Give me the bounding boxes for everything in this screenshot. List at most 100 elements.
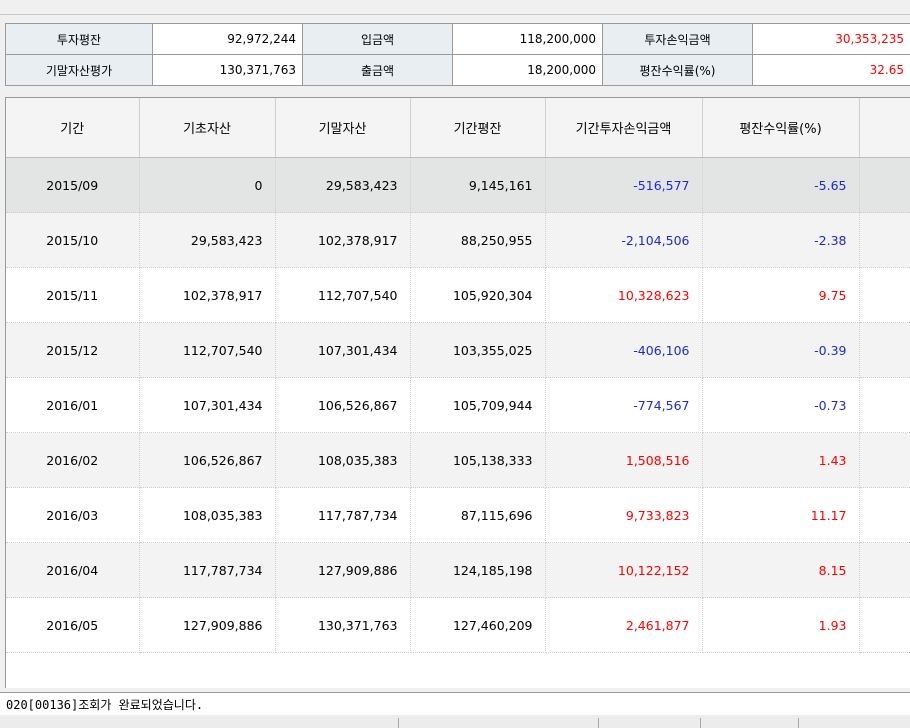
table-row[interactable]: 2015/09 0 29,583,423 9,145,161 -516,577 -5.65 — [6, 157, 910, 213]
header-period[interactable]: 기간 — [6, 98, 140, 158]
cell-period-pnl: -406,106 — [545, 322, 703, 378]
cell-period: 2016/01 — [6, 377, 140, 433]
cell-extra — [859, 157, 910, 213]
cell-period-average: 105,138,333 — [410, 432, 546, 488]
cell-period: 2016/03 — [6, 487, 140, 543]
cell-period-average: 105,920,304 — [410, 267, 546, 323]
summary-value-withdrawal: 18,200,000 — [452, 54, 603, 86]
cell-return-rate: 11.17 — [702, 487, 860, 543]
cell-return-rate: 8.15 — [702, 542, 860, 598]
cell-extra — [859, 432, 910, 488]
cell-extra — [859, 597, 910, 653]
cell-ending-assets: 112,707,540 — [275, 267, 411, 323]
status-bar: 020[00136]조회가 완료되었습니다. — [0, 692, 910, 716]
cell-ending-assets: 127,909,886 — [275, 542, 411, 598]
cell-beginning-assets: 107,301,434 — [139, 377, 276, 433]
summary-row-2: 기말자산평가 130,371,763 출금액 18,200,000 평잔수익률(… — [5, 54, 910, 86]
bottom-divider — [798, 718, 799, 728]
cell-extra — [859, 267, 910, 323]
header-beginning-assets[interactable]: 기초자산 — [139, 98, 276, 158]
cell-beginning-assets: 0 — [139, 157, 276, 213]
bottom-bar — [0, 715, 910, 728]
cell-return-rate: 9.75 — [702, 267, 860, 323]
table-row[interactable]: 2016/02 106,526,867 108,035,383 105,138,333… — [6, 432, 910, 488]
cell-period-average: 127,460,209 — [410, 597, 546, 653]
cell-period: 2016/05 — [6, 597, 140, 653]
cell-ending-assets: 108,035,383 — [275, 432, 411, 488]
cell-beginning-assets: 102,378,917 — [139, 267, 276, 323]
summary-label-ending-assets: 기말자산평가 — [5, 54, 153, 86]
summary-label-investment-pnl: 투자손익금액 — [602, 23, 753, 55]
cell-beginning-assets: 117,787,734 — [139, 542, 276, 598]
summary-label-deposit: 입금액 — [302, 23, 453, 55]
cell-period-average: 9,145,161 — [410, 157, 546, 213]
cell-period-average: 87,115,696 — [410, 487, 546, 543]
summary-label-withdrawal: 출금액 — [302, 54, 453, 86]
cell-ending-assets: 29,583,423 — [275, 157, 411, 213]
cell-ending-assets: 117,787,734 — [275, 487, 411, 543]
header-period-average[interactable]: 기간평잔 — [410, 98, 546, 158]
cell-extra — [859, 322, 910, 378]
cell-return-rate: 1.93 — [702, 597, 860, 653]
summary-value-avg-investment: 92,972,244 — [152, 23, 303, 55]
summary-value-deposit: 118,200,000 — [452, 23, 603, 55]
cell-period-pnl: -774,567 — [545, 377, 703, 433]
cell-period: 2015/11 — [6, 267, 140, 323]
table-row[interactable]: 2016/03 108,035,383 117,787,734 87,115,696 9… — [6, 487, 910, 543]
cell-period-pnl: -2,104,506 — [545, 212, 703, 268]
cell-beginning-assets: 106,526,867 — [139, 432, 276, 488]
cell-period: 2016/02 — [6, 432, 140, 488]
table-row[interactable]: 2015/11 102,378,917 112,707,540 105,920,304… — [6, 267, 910, 323]
cell-return-rate: -0.39 — [702, 322, 860, 378]
cell-ending-assets: 130,371,763 — [275, 597, 411, 653]
table-row[interactable]: 2016/01 107,301,434 106,526,867 105,709,944… — [6, 377, 910, 433]
table-row[interactable]: 2015/12 112,707,540 107,301,434 103,355,025… — [6, 322, 910, 378]
cell-period-pnl: -516,577 — [545, 157, 703, 213]
cell-period-average: 124,185,198 — [410, 542, 546, 598]
cell-beginning-assets: 29,583,423 — [139, 212, 276, 268]
summary-value-return-rate: 32.65 — [752, 54, 910, 86]
cell-period-average: 105,709,944 — [410, 377, 546, 433]
cell-extra — [859, 377, 910, 433]
cell-period-average: 88,250,955 — [410, 212, 546, 268]
summary-row-1: 투자평잔 92,972,244 입금액 118,200,000 투자손익금액 3… — [5, 23, 910, 55]
cell-ending-assets: 107,301,434 — [275, 322, 411, 378]
header-extra — [859, 98, 910, 158]
cell-period-pnl: 2,461,877 — [545, 597, 703, 653]
cell-period-average: 103,355,025 — [410, 322, 546, 378]
table-row[interactable]: 2015/10 29,583,423 102,378,917 88,250,955 -2… — [6, 212, 910, 268]
bottom-divider — [398, 718, 399, 728]
cell-return-rate: -0.73 — [702, 377, 860, 433]
cell-extra — [859, 212, 910, 268]
cell-ending-assets: 106,526,867 — [275, 377, 411, 433]
period-grid[interactable]: 기간 기초자산 기말자산 기간평잔 기간투자손익금액 평잔수익률(%) 2015… — [5, 97, 910, 688]
cell-period: 2015/12 — [6, 322, 140, 378]
summary-value-investment-pnl: 30,353,235 — [752, 23, 910, 55]
cell-ending-assets: 102,378,917 — [275, 212, 411, 268]
top-strip — [0, 0, 910, 15]
cell-extra — [859, 542, 910, 598]
bottom-divider — [598, 718, 599, 728]
table-row[interactable]: 2016/04 117,787,734 127,909,886 124,185,198… — [6, 542, 910, 598]
header-return-rate[interactable]: 평잔수익률(%) — [702, 98, 860, 158]
cell-extra — [859, 487, 910, 543]
summary-label-avg-investment: 투자평잔 — [5, 23, 153, 55]
bottom-divider — [700, 718, 701, 728]
header-period-pnl[interactable]: 기간투자손익금액 — [545, 98, 703, 158]
cell-return-rate: 1.43 — [702, 432, 860, 488]
cell-period-pnl: 1,508,516 — [545, 432, 703, 488]
cell-period-pnl: 10,328,623 — [545, 267, 703, 323]
cell-period: 2016/04 — [6, 542, 140, 598]
cell-period: 2015/09 — [6, 157, 140, 213]
cell-period-pnl: 10,122,152 — [545, 542, 703, 598]
cell-period: 2015/10 — [6, 212, 140, 268]
cell-period-pnl: 9,733,823 — [545, 487, 703, 543]
cell-beginning-assets: 127,909,886 — [139, 597, 276, 653]
table-row[interactable]: 2016/05 127,909,886 130,371,763 127,460,209… — [6, 597, 910, 653]
status-message: 020[00136]조회가 완료되었습니다. — [6, 698, 204, 712]
cell-return-rate: -5.65 — [702, 157, 860, 213]
grid-header-row: 기간 기초자산 기말자산 기간평잔 기간투자손익금액 평잔수익률(%) — [6, 98, 910, 158]
cell-beginning-assets: 108,035,383 — [139, 487, 276, 543]
summary-label-return-rate: 평잔수익률(%) — [602, 54, 753, 86]
header-ending-assets[interactable]: 기말자산 — [275, 98, 411, 158]
